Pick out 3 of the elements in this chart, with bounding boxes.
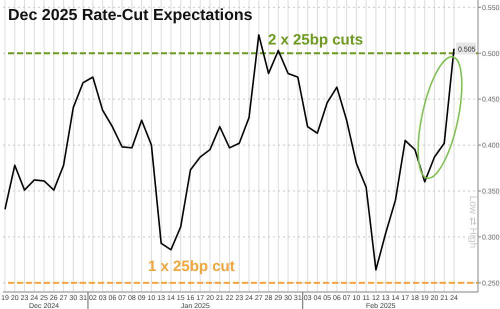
ref-line-label: 1 x 25bp cut [148, 258, 235, 275]
chart-title: Dec 2025 Rate-Cut Expectations [8, 7, 253, 24]
ref-line-label: 2 x 25bp cuts [268, 31, 364, 48]
